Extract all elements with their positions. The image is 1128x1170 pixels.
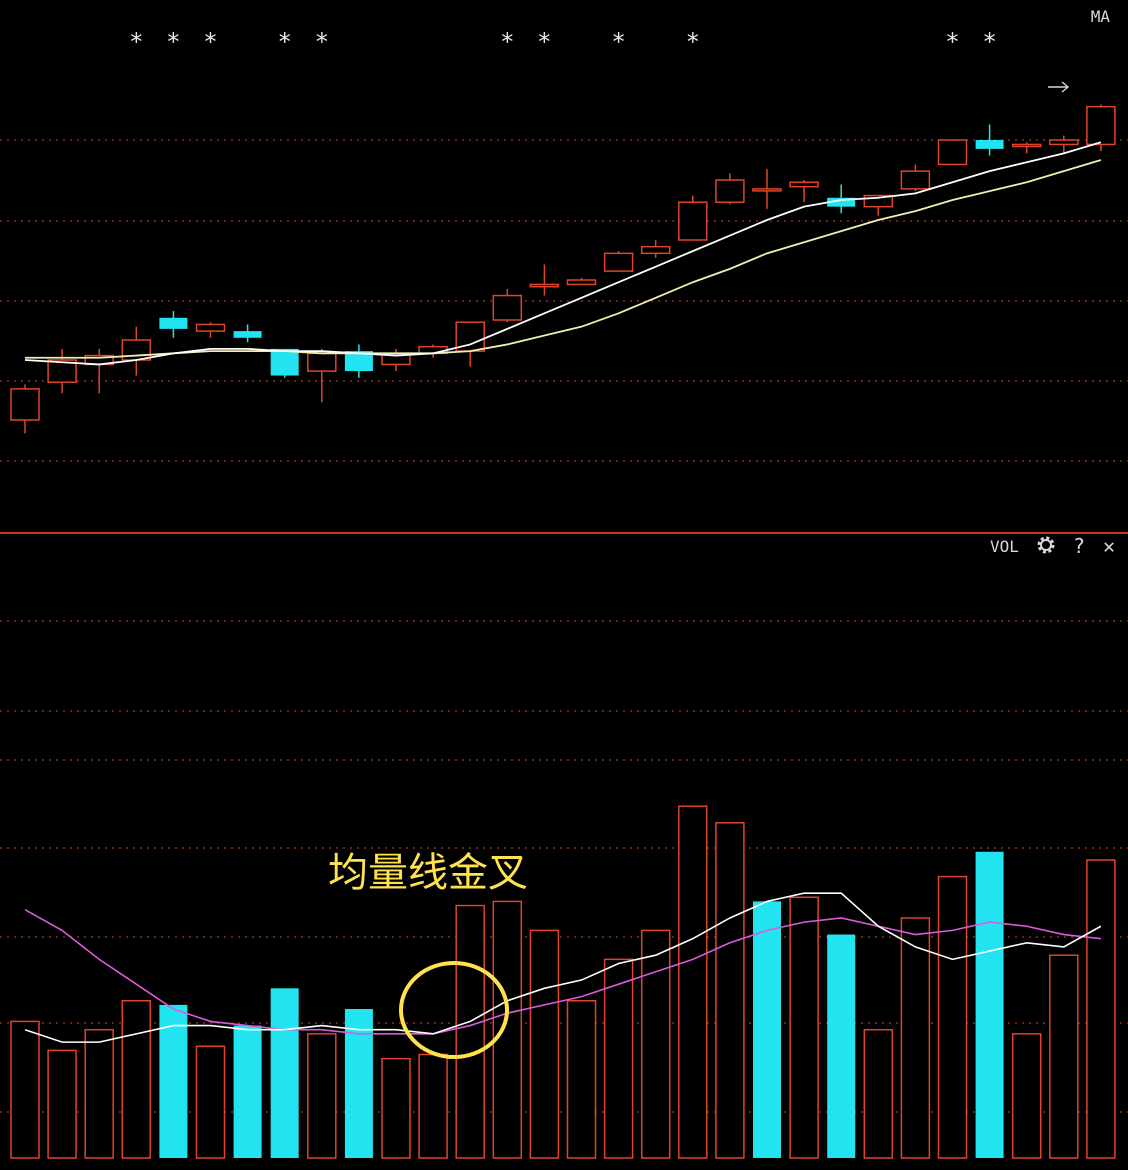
signal-star: * [129,28,143,56]
candle-up [195,323,226,332]
volume-bar-up [863,1028,894,1159]
volume-bar-up [1049,954,1079,1159]
candle-up [529,283,560,288]
volume-bar-up [566,999,597,1159]
candle-up [307,352,337,372]
volume-bar-up [603,958,634,1159]
volume-bar-down [344,1009,373,1158]
signal-star: * [203,28,217,56]
signal-star: * [611,28,625,56]
candle-down [159,317,188,329]
ma-indicator-label[interactable]: MA [1091,7,1111,26]
volume-bar-up [789,896,819,1159]
arrow-right-icon [1048,81,1070,93]
signal-star: * [686,28,700,56]
candle-up [937,139,968,166]
candle-up [566,279,597,286]
vol-indicator-label[interactable]: VOL [990,537,1019,556]
candle-down [233,331,262,338]
candle-up [492,294,523,321]
candle-up [752,188,782,192]
volume-bar-up [715,822,745,1159]
volume-bar-up [418,1053,448,1159]
candle-up [1086,105,1116,146]
volume-bar-up [47,1049,77,1159]
signal-star: * [945,28,959,56]
candle-up [47,359,77,383]
volume-bar-up [900,917,931,1159]
volume-bar-up [10,1020,40,1159]
price-panel: * * * * * * * * * * * [10,28,1116,434]
volume-bar-up [937,875,968,1159]
signal-star: * [982,28,996,56]
candle-down [975,140,1004,149]
close-icon[interactable]: ✕ [1103,534,1115,558]
candle-up [863,194,894,208]
volume-ma-long-line [24,908,1101,1035]
volume-bar-up [195,1045,226,1159]
candle-up [1049,139,1079,146]
candle-up [678,201,708,241]
candle-up [1011,143,1042,148]
signal-star: * [315,28,329,56]
golden-cross-circle [399,961,509,1059]
golden-cross-annotation: 均量线金叉 [328,850,528,896]
volume-bar-down [975,851,1004,1158]
candle-down [827,197,856,207]
volume-bar-down [753,901,781,1158]
candle-up [640,245,671,255]
volume-bar-down [827,934,856,1158]
volume-bar-up [640,929,671,1159]
volume-bar-up [84,1028,114,1159]
price-ma-short-line [24,141,1102,366]
volume-bar-up [455,904,485,1159]
candle-up [715,179,745,203]
volume-bar-down [233,1025,262,1158]
volume-bar-up [307,1033,337,1159]
volume-bar-up [1086,859,1116,1159]
volume-bar-down [159,1004,188,1158]
volume-bar-up [381,1057,411,1159]
signal-star: * [277,28,291,56]
gear-icon[interactable] [1037,536,1055,554]
volume-ma-short-line [24,892,1102,1043]
candle-up [789,181,819,188]
volume-bar-up [121,999,152,1159]
candle-up [603,252,634,272]
signal-star: * [537,28,551,56]
volume-bar-up [529,929,560,1159]
candle-up [900,170,931,190]
volume-bar-up [1011,1033,1042,1159]
volume-panel [10,805,1116,1159]
help-icon[interactable]: ? [1073,534,1085,558]
volume-bar-up [678,805,708,1159]
signal-star: * [166,28,180,56]
price-ma-long-line [25,159,1102,359]
signal-star: * [500,28,514,56]
candle-down [270,348,299,376]
volume-bar-down [270,988,299,1158]
candle-up [10,388,40,421]
volume-bar-up [492,900,523,1159]
candle-down [344,351,373,372]
